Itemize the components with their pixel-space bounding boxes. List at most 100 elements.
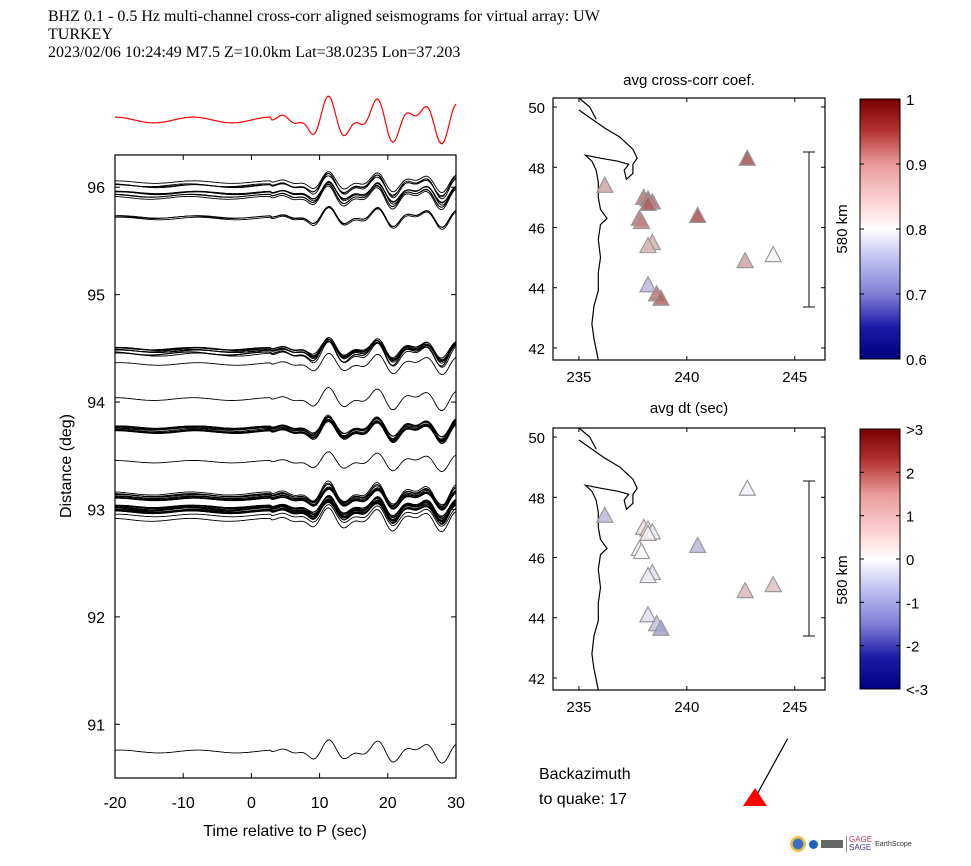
colorbar-cross-corr xyxy=(859,98,901,360)
record-section-frame xyxy=(114,154,457,779)
sponsor-logos: GAGE SAGE EarthScope xyxy=(790,836,912,852)
seismogram-trace xyxy=(115,739,457,764)
title-line-1: BHZ 0.1 - 0.5 Hz multi-channel cross-cor… xyxy=(48,8,600,25)
seismogram-trace xyxy=(115,171,457,193)
map1-scale-label: 580 km xyxy=(834,204,851,253)
map-y-tick-label: 44 xyxy=(528,611,545,628)
seismogram-trace xyxy=(115,417,457,438)
station-marker xyxy=(651,618,670,636)
seismogram-trace xyxy=(115,502,457,522)
map-x-tick-label: 240 xyxy=(674,369,699,386)
seismogram-trace xyxy=(114,337,457,361)
station-marker xyxy=(632,212,651,230)
x-tick-label: 0 xyxy=(247,795,256,812)
map2-frame xyxy=(552,427,826,691)
station-marker xyxy=(738,478,757,496)
stations xyxy=(595,148,783,306)
map-x-tick-label: 245 xyxy=(782,699,807,716)
station-marker xyxy=(764,575,783,593)
colorbar-tick-label: 0.8 xyxy=(906,222,927,239)
backazimuth-label: Backazimuth xyxy=(539,766,631,783)
station-marker xyxy=(688,206,707,224)
colorbar-tick-label: 0.9 xyxy=(906,157,927,174)
y-tick-label: 92 xyxy=(87,610,105,627)
station-marker xyxy=(651,288,670,306)
x-tick-label: -10 xyxy=(172,795,195,812)
seismogram-trace xyxy=(114,185,457,211)
backazimuth-value: to quake: 17 xyxy=(539,791,627,808)
seismogram-trace xyxy=(115,338,457,363)
map-y-tick-label: 42 xyxy=(528,671,545,688)
station-marker xyxy=(764,245,783,263)
map-y-tick-label: 42 xyxy=(528,341,545,358)
seismogram-trace xyxy=(115,507,457,533)
title-line-2: TURKEY xyxy=(48,26,113,43)
colorbar-tick-label: 0.6 xyxy=(906,352,927,369)
seismogram-trace xyxy=(115,504,457,527)
partner-logo-icon xyxy=(821,840,843,848)
colorbar-tick-label: 1 xyxy=(906,509,914,526)
map-avg-dt: 235 240 245 42 44 46 48 50 580 km <-3 -2 -1 0 1 2 >3 xyxy=(528,422,928,716)
y-tick-label: 95 xyxy=(87,288,105,305)
seismogram-trace xyxy=(114,341,457,362)
station-marker xyxy=(736,581,755,599)
seismogram-trace xyxy=(115,487,457,507)
map1-frame xyxy=(552,97,826,361)
title-line-3: 2023/02/06 10:24:49 M7.5 Z=10.0km Lat=38… xyxy=(48,44,461,61)
colorbar-tick-label: 0.7 xyxy=(906,287,927,304)
y-tick-label: 91 xyxy=(87,717,105,734)
scale-bar xyxy=(803,480,815,637)
seismogram-trace xyxy=(115,183,457,208)
map-y-tick-label: 50 xyxy=(528,100,545,117)
seismogram-trace xyxy=(115,451,457,472)
backazimuth-arrow xyxy=(754,738,789,799)
seismogram-trace xyxy=(115,387,457,411)
record-section-plot: -20 -10 0 10 20 30 91 92 93 94 95 96 Time relative… xyxy=(58,95,465,840)
y-tick-label: 93 xyxy=(87,502,105,519)
colorbar-tick-label: 1 xyxy=(906,92,914,109)
x-tick-label: 20 xyxy=(379,795,397,812)
map2-scale-label: 580 km xyxy=(834,555,851,604)
seismogram-trace xyxy=(115,482,457,508)
x-tick-label: 10 xyxy=(311,795,329,812)
map-y-tick-label: 48 xyxy=(528,490,545,507)
earthscope-logo: EarthScope xyxy=(875,840,912,848)
colorbar-tick-label: 2 xyxy=(906,465,914,482)
gage-sage-logo: GAGE SAGE xyxy=(846,836,872,852)
station-marker xyxy=(595,176,614,193)
y-tick-label: 96 xyxy=(87,180,105,197)
y-axis-label: Distance (deg) xyxy=(58,414,75,518)
coastline xyxy=(578,427,638,691)
stack-trace xyxy=(115,95,457,145)
seismogram-trace xyxy=(115,418,457,442)
seismogram-trace xyxy=(114,480,457,507)
y-tick-label: 94 xyxy=(87,395,105,412)
station-marker xyxy=(736,251,755,269)
station-marker xyxy=(638,236,657,254)
seismogram-trace xyxy=(114,352,457,376)
map-y-tick-label: 44 xyxy=(528,281,545,298)
station-marker xyxy=(638,566,657,584)
station-marker xyxy=(738,148,757,166)
map-x-tick-label: 240 xyxy=(674,699,699,716)
seismogram-trace xyxy=(114,341,457,368)
colorbar-tick-label: >3 xyxy=(906,422,923,439)
colorbar-tick-label: <-3 xyxy=(906,682,928,699)
seismogram-trace xyxy=(114,487,457,511)
map1-title: avg cross-corr coef. xyxy=(623,72,755,89)
station-marker xyxy=(638,524,657,542)
station-marker xyxy=(688,536,707,554)
map-cross-corr: avg cross-corr coef. 235 240 245 42 44 46 48 50… xyxy=(528,72,927,417)
map-x-tick-label: 235 xyxy=(566,369,591,386)
seismogram-trace xyxy=(114,496,457,517)
station-marker xyxy=(595,506,614,523)
station-marker xyxy=(638,194,657,212)
seismogram-trace xyxy=(115,338,457,359)
nasa-logo-icon xyxy=(809,839,818,849)
colorbar-tick-label: -1 xyxy=(906,595,919,612)
map-x-tick-label: 235 xyxy=(566,699,591,716)
seismogram-trace xyxy=(115,499,457,519)
seismogram-trace xyxy=(115,181,457,206)
colorbar-tick-label: 0 xyxy=(906,552,914,569)
